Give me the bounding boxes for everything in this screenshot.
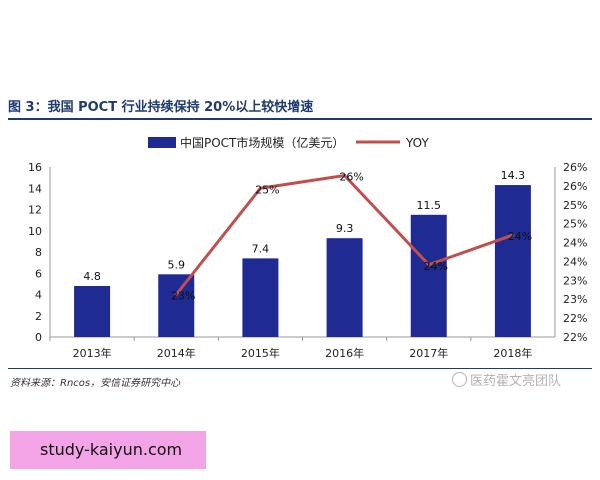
x-tick-label: 2017年 (409, 346, 448, 360)
y2-tick-label: 26% (563, 161, 587, 174)
y2-tick-label: 24% (563, 255, 587, 268)
yoy-point (258, 186, 262, 190)
watermark: 医药霍文亮团队 (452, 370, 561, 389)
y-tick-label: 0 (35, 331, 42, 344)
x-tick-label: 2015年 (241, 346, 280, 360)
bar-data-label: 9.3 (336, 222, 354, 235)
yoy-data-label: 24% (424, 260, 448, 273)
y-tick-label: 10 (28, 225, 42, 238)
y2-tick-label: 24% (563, 237, 587, 250)
source-divider (8, 368, 592, 369)
yoy-data-label: 25% (255, 183, 279, 196)
legend-label-bar: 中国POCT市场规模（亿美元） (180, 135, 344, 150)
bar (410, 214, 447, 337)
bar (158, 274, 195, 337)
yoy-data-label: 23% (171, 290, 195, 303)
y2-tick-label: 25% (563, 218, 587, 231)
site-banner[interactable]: study-kaiyun.com (10, 431, 206, 469)
bar-data-label: 4.8 (83, 270, 101, 283)
source-note: 资料来源：Rncos，安信证券研究中心 (10, 378, 181, 389)
legend-label-line: YOY (405, 136, 429, 150)
bar (242, 258, 279, 337)
bar (74, 286, 111, 337)
yoy-point (511, 233, 515, 237)
y2-tick-label: 26% (563, 180, 587, 193)
yoy-data-label: 26% (339, 171, 363, 184)
bar-data-label: 5.9 (168, 258, 186, 271)
watermark-text: 医药霍文亮团队 (470, 374, 562, 389)
y2-tick-label: 22% (563, 331, 587, 344)
bar-data-label: 11.5 (417, 199, 442, 212)
x-tick-label: 2018年 (493, 346, 532, 360)
x-tick-label: 2016年 (325, 346, 364, 360)
yoy-point (343, 174, 347, 177)
y-tick-label: 12 (28, 204, 42, 217)
y2-tick-label: 23% (563, 274, 587, 287)
bar-data-label: 7.4 (252, 242, 270, 255)
x-tick-label: 2013年 (73, 346, 112, 360)
yoy-point (427, 263, 431, 267)
y-tick-label: 16 (28, 161, 42, 174)
y-tick-label: 2 (35, 310, 42, 323)
y2-tick-label: 22% (563, 312, 587, 325)
title-divider (8, 118, 592, 120)
yoy-data-label: 24% (508, 230, 532, 243)
bar (326, 238, 363, 337)
y-tick-label: 4 (35, 289, 42, 302)
wechat-icon (452, 372, 467, 387)
site-link[interactable]: study-kaiyun.com (40, 440, 183, 459)
y-tick-label: 8 (35, 246, 42, 259)
y-tick-label: 14 (28, 182, 42, 195)
bar-data-label: 14.3 (501, 169, 526, 182)
x-tick-label: 2014年 (157, 346, 196, 360)
legend-swatch-bar (148, 137, 176, 148)
figure-title: 图 3：我国 POCT 行业持续保持 20%以上较快增速 (8, 100, 314, 115)
y-tick-label: 6 (35, 267, 42, 280)
y2-tick-label: 23% (563, 293, 587, 306)
y2-tick-label: 25% (563, 199, 587, 212)
yoy-point (174, 293, 178, 296)
bar (494, 185, 531, 337)
